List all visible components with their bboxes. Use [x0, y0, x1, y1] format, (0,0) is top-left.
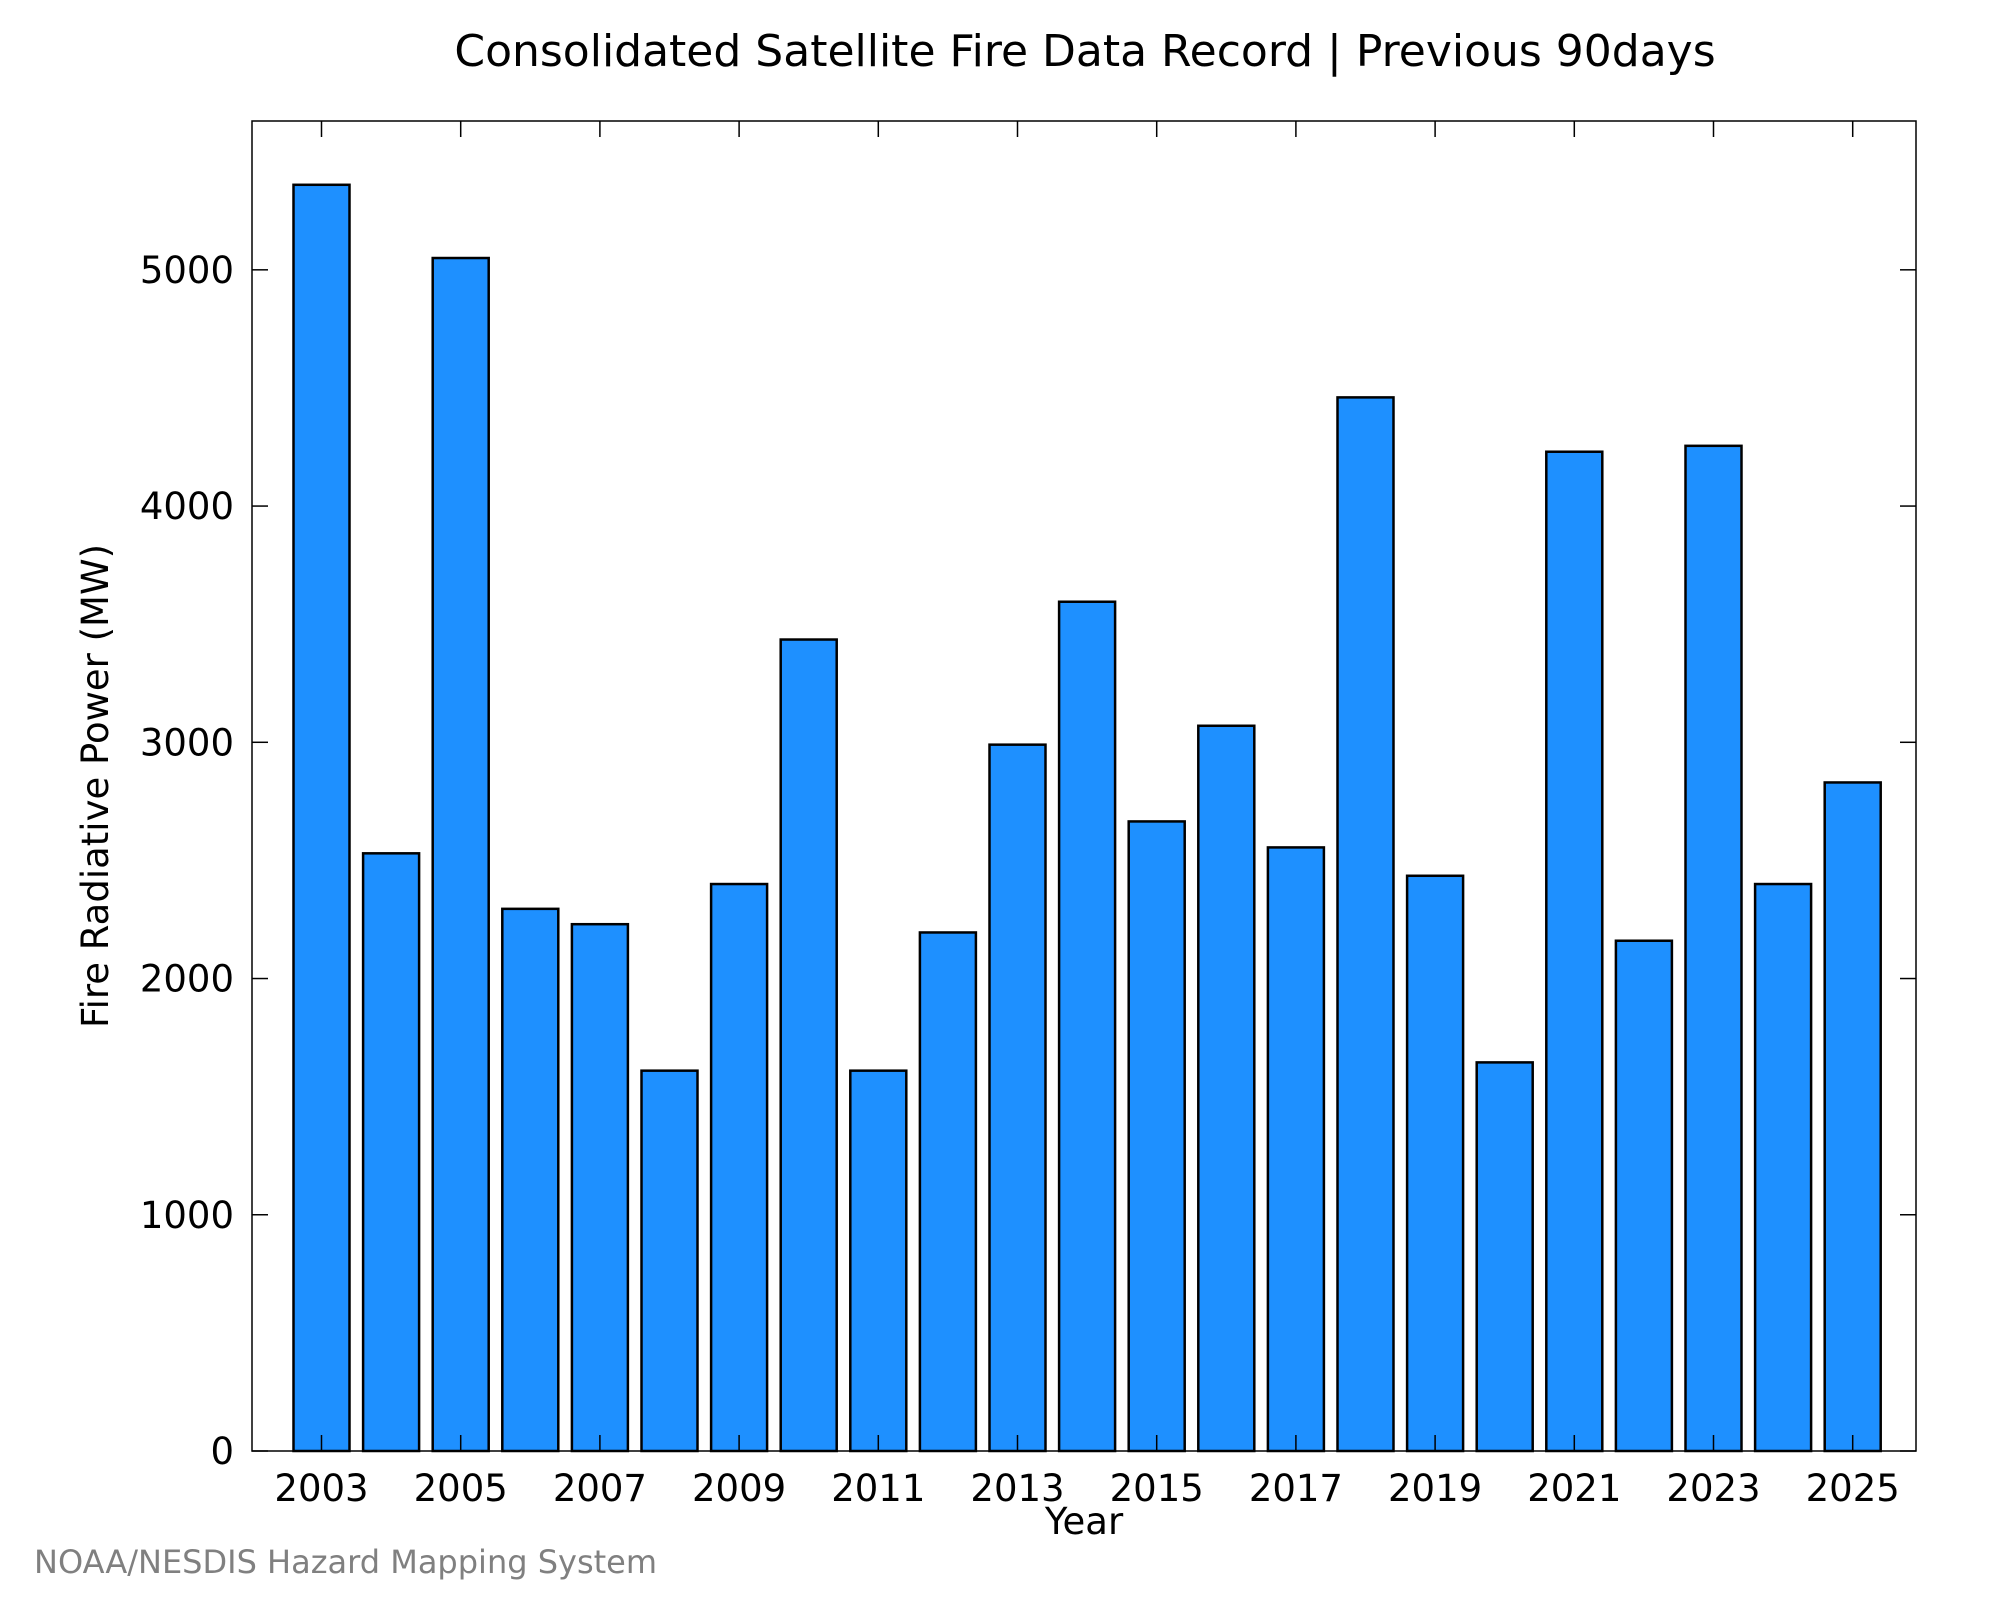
credit-text: NOAA/NESDIS Hazard Mapping System [34, 1543, 657, 1581]
bar-2009 [709, 882, 769, 1453]
bar-2023 [1684, 444, 1743, 1453]
x-tick-label-2005: 2005 [414, 1467, 508, 1510]
bar-2024 [1753, 882, 1813, 1453]
x-tick-label-2013: 2013 [970, 1467, 1064, 1510]
y-tick-label-3000: 3000 [140, 721, 234, 764]
bar-2014 [1057, 600, 1117, 1453]
y-tick-label-4000: 4000 [140, 485, 234, 528]
plot-frame [251, 120, 1917, 1452]
x-tick-label-2025: 2025 [1806, 1467, 1900, 1510]
x-tick-label-2011: 2011 [831, 1467, 925, 1510]
bars-layer [292, 183, 1882, 1453]
bar-2004 [361, 852, 421, 1453]
x-tick-label-2023: 2023 [1666, 1467, 1760, 1510]
y-tick-label-5000: 5000 [140, 249, 234, 292]
x-tick-label-2019: 2019 [1388, 1467, 1482, 1510]
bar-2022 [1614, 939, 1674, 1453]
ticks-layer: 0 1000 2000 3000 4000 5000 2003 2005 2007 2009 201… [140, 121, 1916, 1510]
x-axis-label: Year [1044, 1500, 1124, 1543]
x-tick-label-2009: 2009 [692, 1467, 786, 1510]
x-tick-label-2007: 2007 [553, 1467, 647, 1510]
bar-2020 [1475, 1061, 1534, 1453]
bar-2016 [1197, 724, 1256, 1453]
bar-2008 [640, 1069, 699, 1453]
x-tick-label-2017: 2017 [1249, 1467, 1343, 1510]
bar-2018 [1336, 396, 1395, 1453]
bar-2013 [988, 743, 1047, 1453]
y-tick-label-2000: 2000 [140, 958, 234, 1001]
y-axis-label: Fire Radiative Power (MW) [74, 544, 117, 1028]
y-tick-label-1000: 1000 [140, 1194, 234, 1237]
bar-2019 [1405, 874, 1465, 1453]
bar-2006 [501, 907, 560, 1453]
bar-2021 [1545, 450, 1604, 1453]
bar-2017 [1266, 846, 1326, 1453]
bar-2007 [570, 922, 630, 1453]
bar-2012 [918, 931, 978, 1453]
bar-2010 [779, 638, 838, 1453]
bar-2005 [431, 256, 490, 1453]
x-tick-label-2015: 2015 [1110, 1467, 1204, 1510]
bar-2003 [292, 183, 351, 1453]
y-tick-label-0: 0 [210, 1430, 234, 1473]
bar-2025 [1823, 781, 1882, 1453]
bar-2011 [849, 1069, 908, 1453]
x-tick-label-2003: 2003 [274, 1467, 368, 1510]
x-tick-label-2021: 2021 [1527, 1467, 1621, 1510]
chart-title: Consolidated Satellite Fire Data Record … [454, 26, 1715, 77]
bar-2015 [1127, 820, 1186, 1453]
